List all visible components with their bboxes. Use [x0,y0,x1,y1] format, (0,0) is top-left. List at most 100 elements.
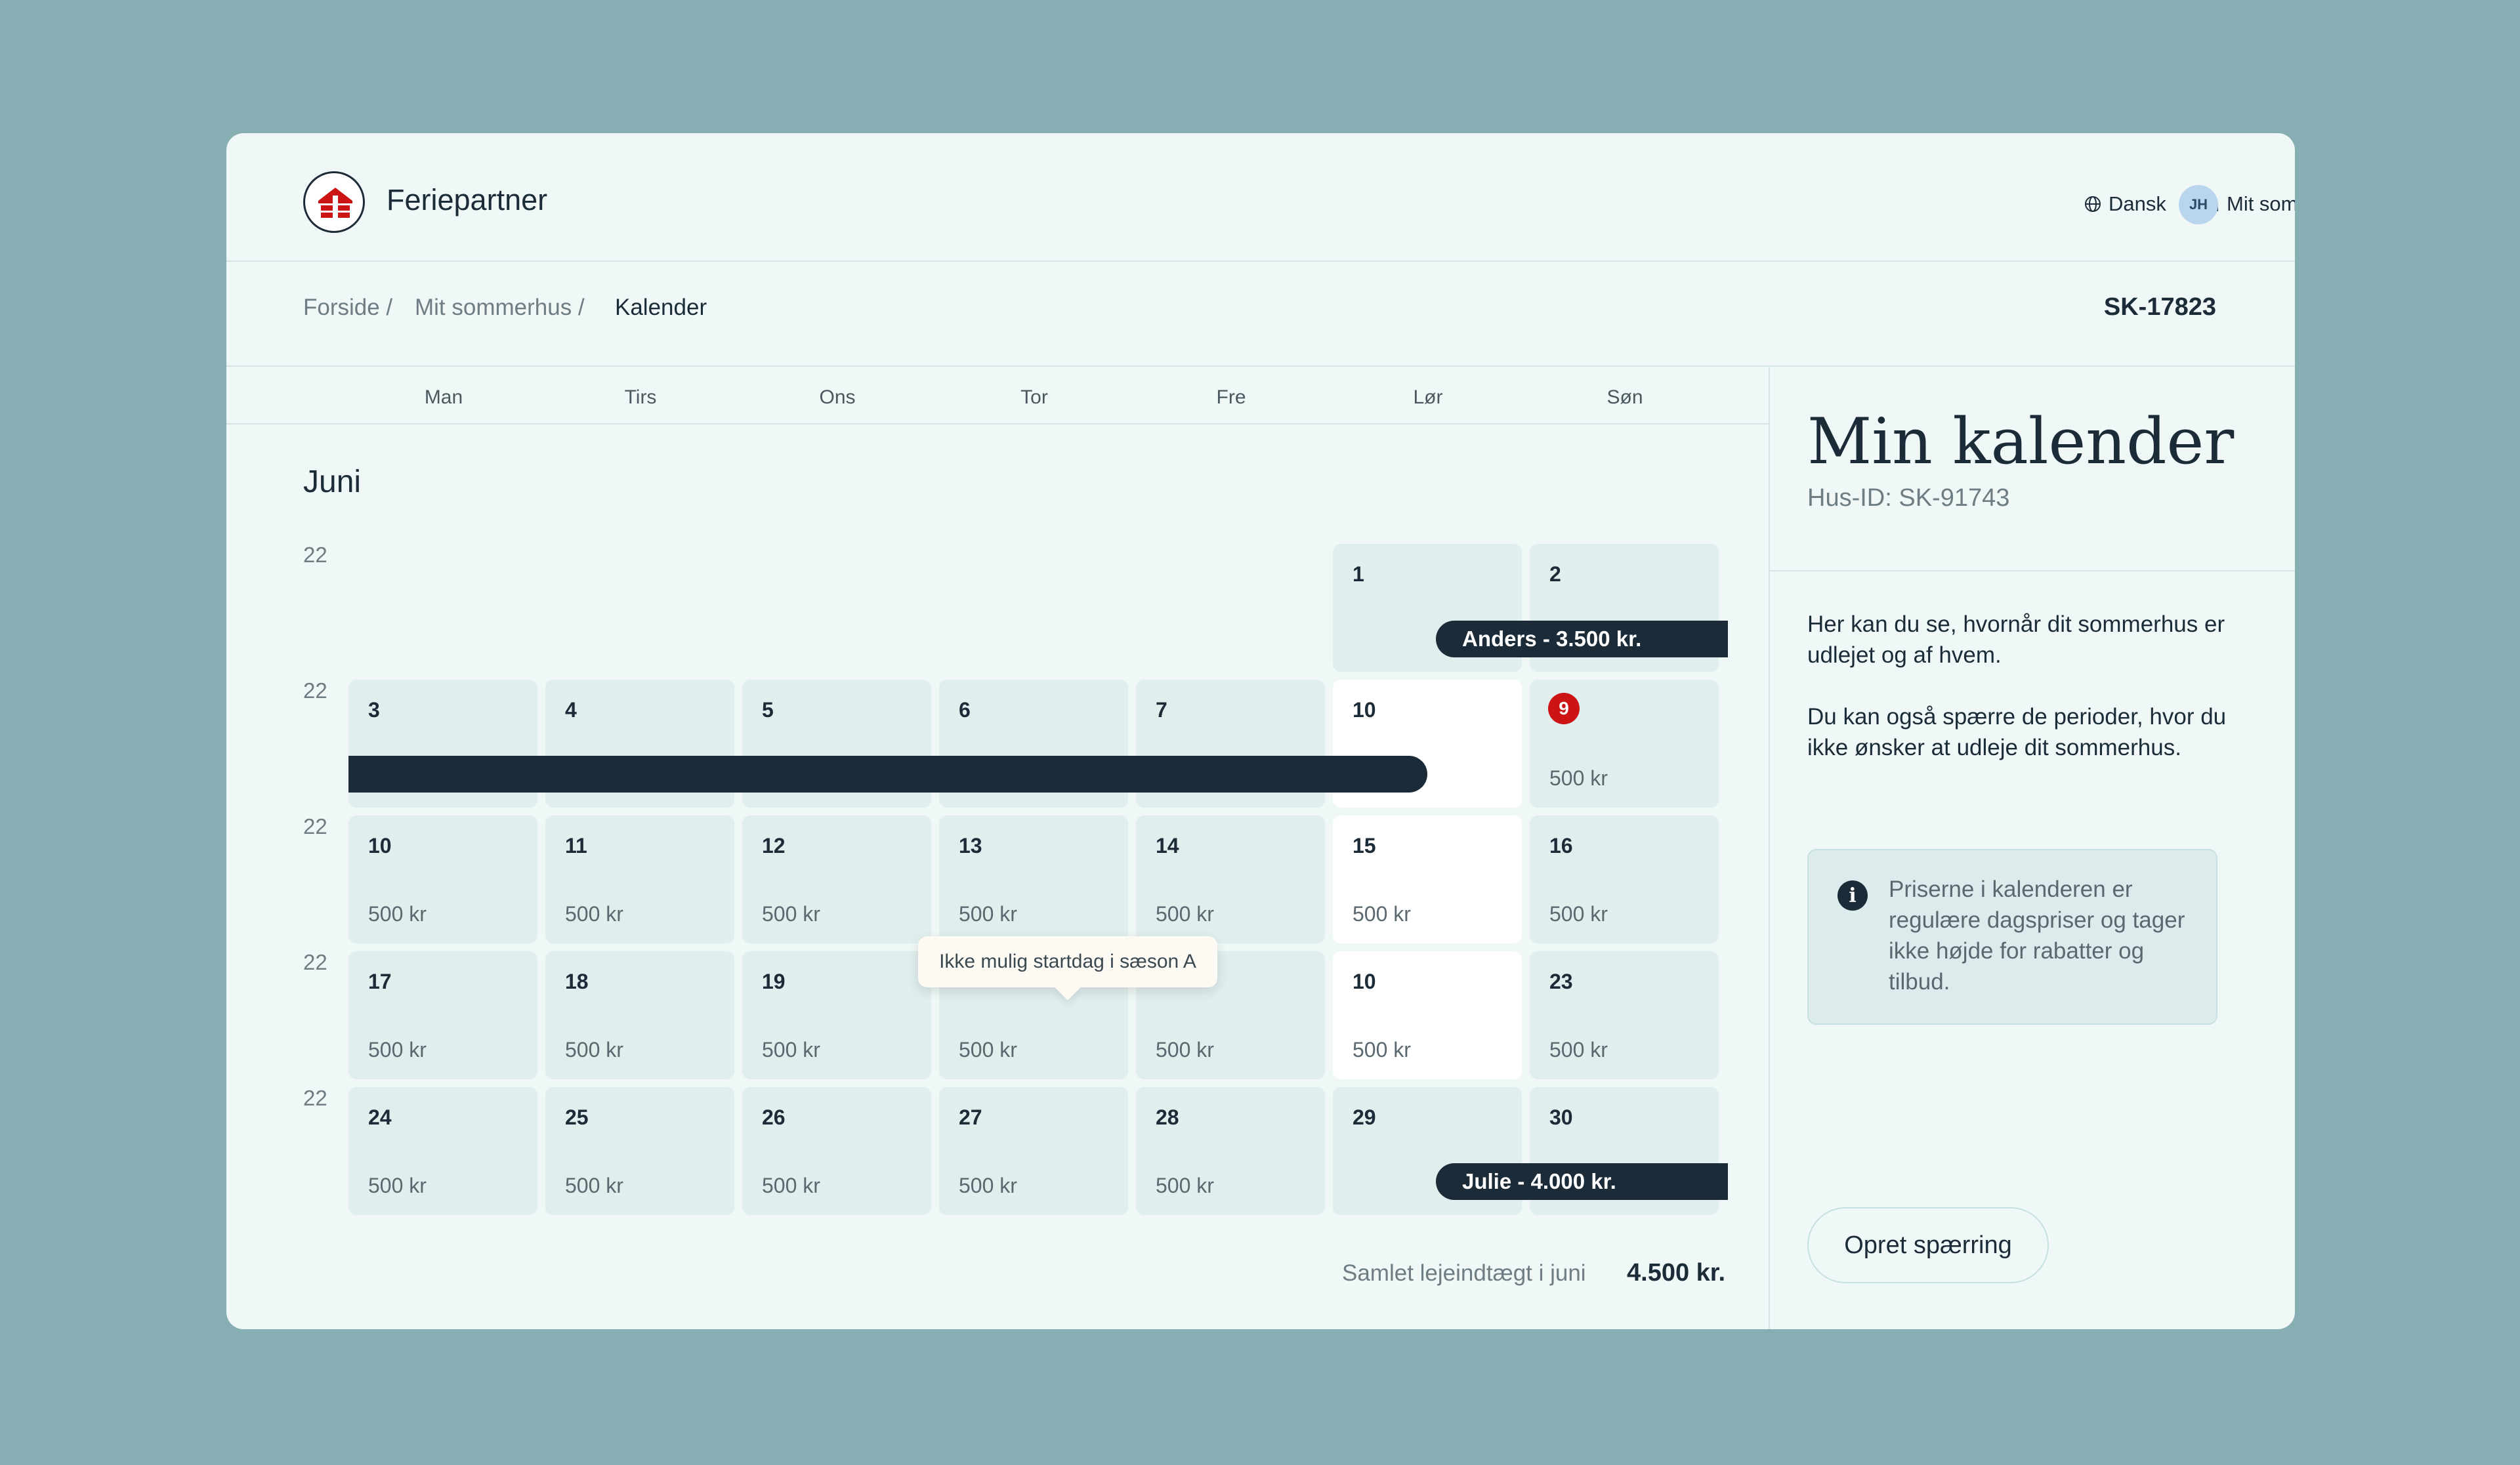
calendar-day[interactable]: 19 500 kr [742,951,931,1079]
breadcrumb-home[interactable]: Forside / [303,295,393,320]
weekday-label: Ons [819,386,856,408]
language-label: Dansk [2109,192,2166,215]
calendar-day[interactable]: 10 500 kr [1333,951,1522,1079]
day-price: 500 kr [762,902,820,926]
day-number: 23 [1549,970,1573,993]
day-price: 500 kr [368,1174,427,1197]
user-avatar[interactable]: JH [2179,185,2218,224]
breadcrumb-my-house[interactable]: Mit sommerhus / [415,295,585,320]
my-house-label: Mit sommerhus [2227,192,2295,215]
day-price: 500 kr [368,902,427,926]
calendar-day[interactable]: 24 500 kr [348,1087,537,1215]
day-number: 25 [565,1105,589,1129]
day-price: 500 kr [1156,1174,1214,1197]
info-text: Priserne i kalenderen er regulære dagspr… [1889,877,2185,995]
calendar-sidebar: Min kalender Hus-ID: SK-91743 Her kan du… [1769,365,2295,1329]
calendar-day[interactable]: 500 kr [1136,951,1325,1079]
calendar-day[interactable]: 23 500 kr [1530,951,1719,1079]
day-price: 500 kr [1549,902,1608,926]
calendar-day[interactable]: 26 500 kr [742,1087,931,1215]
calendar-day[interactable]: 14 500 kr [1136,815,1325,943]
week-number: 22 [303,543,327,567]
sidebar-description: Her kan du se, hvornår dit sommerhus er … [1807,611,2225,668]
day-number: 14 [1156,834,1179,857]
day-price: 500 kr [1353,902,1411,926]
top-header: Feriepartner Dansk Mit sommerhus JH [226,133,2295,262]
booking-bar-julie[interactable]: Julie - 4.000 kr. [1436,1163,1728,1200]
sidebar-title: Min kalender [1807,405,2235,478]
day-number: 13 [959,834,982,857]
info-icon: i [1838,880,1868,911]
day-number-badge: 9 [1548,693,1580,724]
language-selector[interactable]: Dansk [2084,192,2166,216]
main-card: Feriepartner Dansk Mit sommerhus JH Fors… [226,133,2295,1329]
weekday-header: Man Tirs Ons Tor Fre Lør Søn [226,365,1769,424]
create-block-button[interactable]: Opret spærring [1807,1207,2049,1283]
breadcrumb-bar [226,262,2295,367]
total-income-value: 4.500 kr. [1627,1259,1726,1287]
day-number: 5 [762,698,774,722]
day-number: 19 [762,970,786,993]
sidebar-description-block: Du kan også spærre de perioder, hvor du … [1807,704,2227,760]
day-price: 500 kr [368,1038,427,1062]
day-number: 29 [1353,1105,1376,1129]
day-price: 500 kr [762,1038,820,1062]
house-id: Hus-ID: SK-91743 [1807,484,2010,512]
day-number: 10 [1353,970,1376,993]
calendar-day[interactable]: 12 500 kr [742,815,931,943]
day-price: 500 kr [959,1038,1017,1062]
week-number: 22 [303,678,327,703]
day-number: 12 [762,834,786,857]
total-income-label: Samlet lejeindtægt i juni [1342,1260,1586,1286]
calendar-day[interactable]: 18 500 kr [545,951,734,1079]
day-price: 500 kr [1156,1038,1214,1062]
day-price: 500 kr [959,902,1017,926]
info-box: i Priserne i kalenderen er regulære dags… [1807,849,2217,1025]
weekday-label: Søn [1606,386,1643,408]
calendar-day[interactable]: 28 500 kr [1136,1087,1325,1215]
day-price: 500 kr [565,1038,623,1062]
day-number: 28 [1156,1105,1179,1129]
weekday-label: Tor [1020,386,1048,408]
day-number: 6 [959,698,971,722]
calendar-day[interactable]: 13 500 kr [939,815,1128,943]
calendar-day[interactable]: 9 500 kr [1530,680,1719,808]
weekday-label: Lør [1413,386,1443,408]
calendar-day[interactable]: 17 500 kr [348,951,537,1079]
day-number: 18 [565,970,589,993]
day-number: 1 [1353,562,1364,586]
brand-logo[interactable] [303,171,365,233]
day-price: 500 kr [1549,766,1608,790]
calendar-day[interactable]: 27 500 kr [939,1087,1128,1215]
day-number: 10 [1353,698,1376,722]
day-price: 500 kr [565,902,623,926]
day-number: 26 [762,1105,786,1129]
day-number: 16 [1549,834,1573,857]
calendar-day[interactable]: 16 500 kr [1530,815,1719,943]
day-price: 500 kr [959,1174,1017,1197]
week-number: 22 [303,950,327,974]
calendar-day[interactable]: 25 500 kr [545,1087,734,1215]
day-number: 3 [368,698,380,722]
day-price: 500 kr [1353,1038,1411,1062]
sidebar-header: Min kalender Hus-ID: SK-91743 [1770,365,2295,571]
calendar-day[interactable]: 15 500 kr [1333,815,1522,943]
calendar-day[interactable]: 10 500 kr [348,815,537,943]
brand-name: Feriepartner [387,183,548,217]
breadcrumb-current: Kalender [615,295,707,320]
day-price: 500 kr [1156,902,1214,926]
week-number: 22 [303,814,327,838]
reference-id: SK-17823 [2103,293,2216,321]
start-day-tooltip: Ikke mulig startdag i sæson A [918,936,1217,987]
day-price: 500 kr [762,1174,820,1197]
day-number: 7 [1156,698,1167,722]
calendar-day[interactable]: 11 500 kr [545,815,734,943]
house-logo-icon [318,188,352,218]
booking-bar-long[interactable] [348,756,1427,793]
globe-icon [2085,196,2101,212]
weekday-label: Tirs [624,386,657,408]
day-number: 24 [368,1105,392,1129]
day-number: 15 [1353,834,1376,857]
weekday-label: Fre [1216,386,1246,408]
booking-bar-anders[interactable]: Anders - 3.500 kr. [1436,621,1728,657]
